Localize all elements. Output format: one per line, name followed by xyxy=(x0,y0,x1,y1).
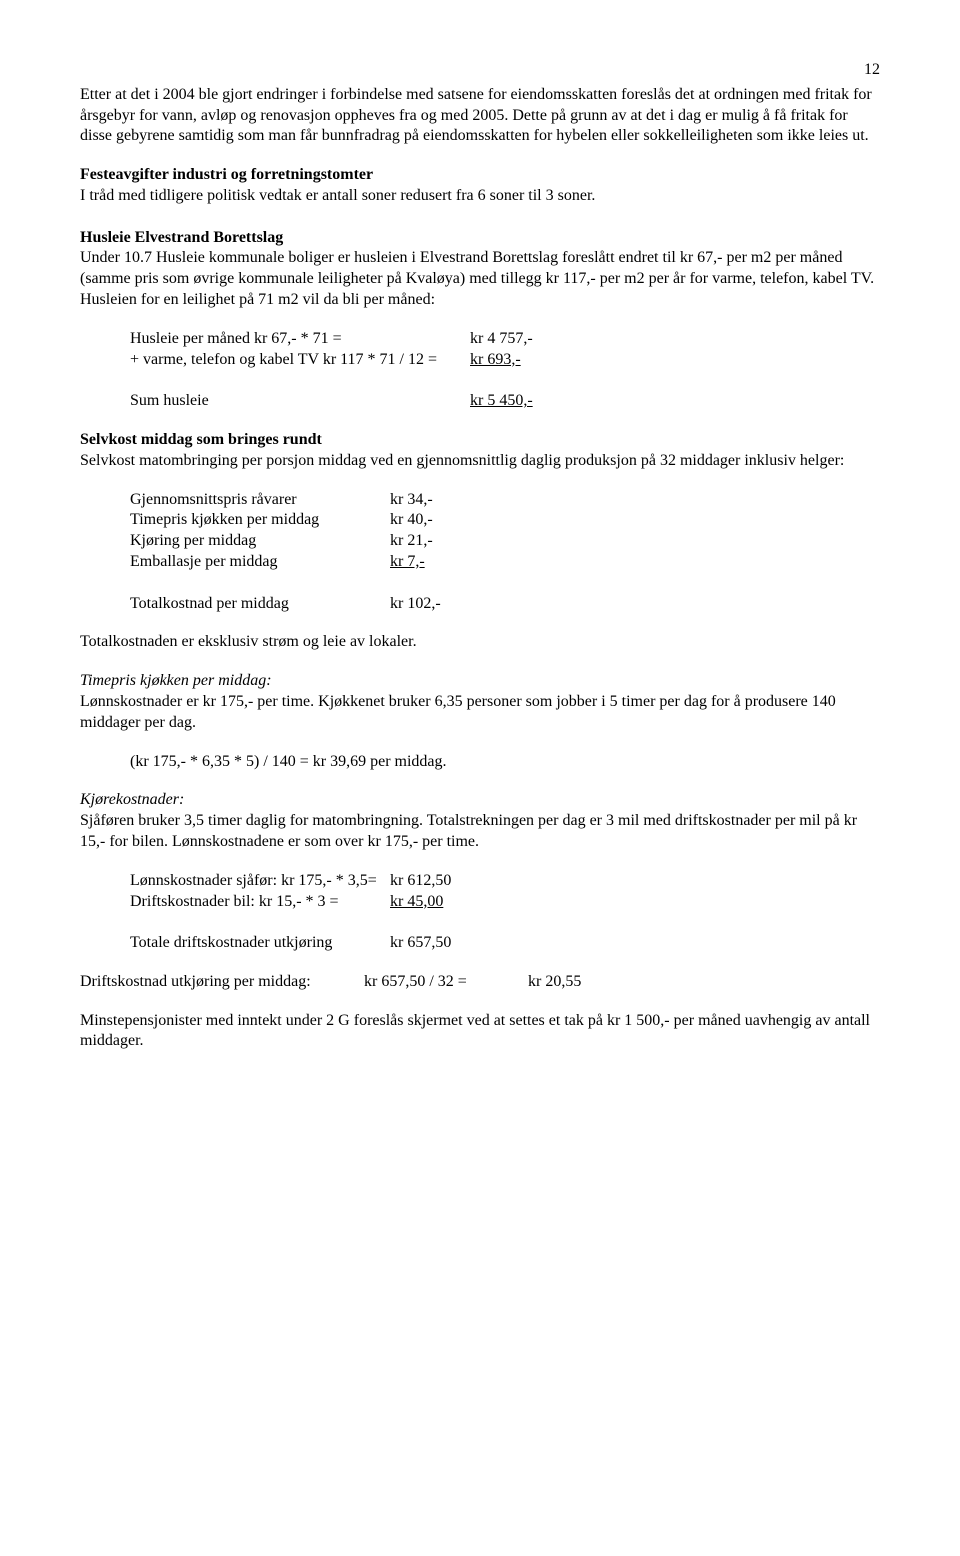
selvkost-row1-label: Gjennomsnittspris råvarer xyxy=(130,490,390,511)
husleie-sum-label: Sum husleie xyxy=(130,391,470,412)
selvkost-row3-value: kr 21,- xyxy=(390,531,510,552)
paragraph-intro: Etter at det i 2004 ble gjort endringer … xyxy=(80,85,880,147)
kjore-row1-label: Lønnskostnader sjåfør: kr 175,- * 3,5= xyxy=(130,871,390,892)
heading-timepris: Timepris kjøkken per middag: xyxy=(80,672,272,689)
kjore-total-label: Totale driftskostnader utkjøring xyxy=(130,933,390,954)
husleie-table: Husleie per måned kr 67,- * 71 = kr 4 75… xyxy=(130,329,880,412)
drift-value: kr 20,55 xyxy=(528,973,581,990)
drift-label: Driftskostnad utkjøring per middag: xyxy=(80,972,360,993)
drift-mid: kr 657,50 / 32 = xyxy=(364,972,524,993)
selvkost-row4-value: kr 7,- xyxy=(390,552,510,573)
heading-selvkost: Selvkost middag som bringes rundt xyxy=(80,431,322,448)
selvkost-row1-value: kr 34,- xyxy=(390,490,510,511)
paragraph-eksklusiv: Totalkostnaden er eksklusiv strøm og lei… xyxy=(80,632,880,653)
husleie-row1-label: Husleie per måned kr 67,- * 71 = xyxy=(130,329,470,350)
selvkost-total-label: Totalkostnad per middag xyxy=(130,594,390,615)
kjore-row2-value: kr 45,00 xyxy=(390,892,510,913)
husleie-row1-value: kr 4 757,- xyxy=(470,329,590,350)
selvkost-row2-label: Timepris kjøkken per middag xyxy=(130,510,390,531)
paragraph-minstepensjon: Minstepensjonister med inntekt under 2 G… xyxy=(80,1011,880,1053)
husleie-row2-value: kr 693,- xyxy=(470,350,590,371)
heading-husleie: Husleie Elvestrand Borettslag xyxy=(80,229,283,246)
husleie-sum-value: kr 5 450,- xyxy=(470,391,590,412)
kjore-row1-value: kr 612,50 xyxy=(390,871,510,892)
kjore-row2-label: Driftskostnader bil: kr 15,- * 3 = xyxy=(130,892,390,913)
body-kjore: Sjåføren bruker 3,5 timer daglig for mat… xyxy=(80,812,857,850)
body-timepris: Lønnskostnader er kr 175,- per time. Kjø… xyxy=(80,693,836,731)
kjore-table: Lønnskostnader sjåfør: kr 175,- * 3,5= k… xyxy=(130,871,880,954)
page-number: 12 xyxy=(80,60,880,81)
heading-festeavgifter: Festeavgifter industri og forretningstom… xyxy=(80,166,373,183)
heading-kjore: Kjørekostnader: xyxy=(80,791,184,808)
timepris-calc: (kr 175,- * 6,35 * 5) / 140 = kr 39,69 p… xyxy=(130,752,880,773)
body-festeavgifter: I tråd med tidligere politisk vedtak er … xyxy=(80,187,595,204)
selvkost-row2-value: kr 40,- xyxy=(390,510,510,531)
selvkost-table: Gjennomsnittspris råvarer kr 34,- Timepr… xyxy=(130,490,880,615)
selvkost-row4-label: Emballasje per middag xyxy=(130,552,390,573)
body-selvkost: Selvkost matombringing per porsjon midda… xyxy=(80,452,844,469)
selvkost-total-value: kr 102,- xyxy=(390,594,510,615)
selvkost-row3-label: Kjøring per middag xyxy=(130,531,390,552)
kjore-total-value: kr 657,50 xyxy=(390,933,510,954)
husleie-row2-label: + varme, telefon og kabel TV kr 117 * 71… xyxy=(130,350,470,371)
body-husleie: Under 10.7 Husleie kommunale boliger er … xyxy=(80,249,874,308)
